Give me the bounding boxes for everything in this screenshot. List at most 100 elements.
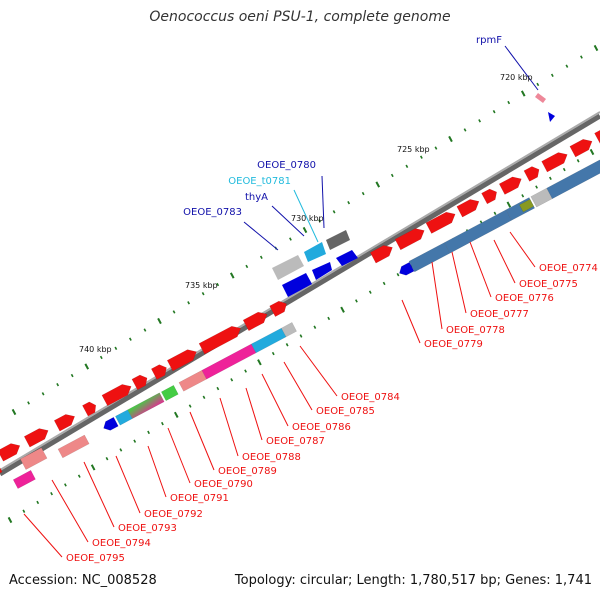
- red-gene: [166, 349, 197, 372]
- red-gene: [0, 443, 21, 462]
- tick-dot: [299, 334, 303, 338]
- island-gene: [326, 230, 350, 250]
- tick-dot: [157, 317, 162, 325]
- tick-dot: [565, 64, 569, 68]
- tick-dot: [99, 355, 103, 360]
- tick-dot: [347, 200, 351, 205]
- gene-label: thyA: [245, 192, 268, 203]
- red-gene: [541, 152, 568, 173]
- tick-dot: [396, 272, 400, 277]
- leader-line: [243, 221, 279, 251]
- red-gene: [242, 311, 268, 332]
- gene-features: [0, 93, 600, 489]
- reverse-gene: [408, 242, 451, 273]
- scale-label: 730 kbp: [291, 214, 324, 223]
- red-gene: [498, 176, 522, 195]
- gene-label: OEOE_0778: [446, 325, 505, 336]
- reverse-gene: [12, 469, 36, 489]
- gene-label: OEOE_0788: [242, 452, 301, 463]
- gene-label: OEOE_0779: [424, 339, 483, 350]
- gene-label: OEOE_0790: [194, 479, 253, 490]
- tick-dot: [161, 421, 164, 426]
- tick-dot: [114, 346, 118, 350]
- tick-dot: [507, 100, 511, 105]
- accession-text: Accession: NC_008528: [9, 573, 157, 588]
- leader-line: [283, 361, 313, 411]
- island-gene: [336, 250, 358, 266]
- tick-dot: [41, 392, 45, 396]
- tick-dot: [202, 395, 206, 400]
- reverse-gene: [127, 392, 165, 419]
- tick-dot: [27, 401, 30, 405]
- reverse-gene: [57, 434, 90, 459]
- leader-line: [189, 411, 215, 471]
- tick-dot: [289, 237, 292, 241]
- tick-dot: [257, 359, 262, 366]
- island-gene: [535, 93, 546, 103]
- red-gene: [82, 401, 97, 417]
- tick-dot: [22, 509, 26, 513]
- tick-dot: [549, 176, 552, 180]
- leader-line: [431, 261, 443, 330]
- tick-dot: [313, 325, 317, 329]
- gene-label: OEOE_0795: [66, 553, 125, 564]
- red-gene: [425, 211, 456, 234]
- gene-label: OEOE_0786: [292, 422, 351, 433]
- tick-dot: [332, 210, 336, 214]
- leader-line: [245, 387, 263, 441]
- tick-dot: [105, 456, 109, 461]
- gene-label: OEOE_0785: [316, 406, 375, 417]
- tick-dot: [434, 146, 438, 150]
- tick-dot: [147, 430, 150, 435]
- gene-label: OEOE_0774: [539, 263, 598, 274]
- leader-line: [509, 231, 536, 268]
- tick-dot: [580, 55, 583, 59]
- tick-dot: [536, 82, 540, 87]
- tick-dot: [405, 164, 409, 169]
- axis-line: [0, 113, 600, 477]
- leader-line: [83, 461, 115, 528]
- label-leaders: [23, 45, 539, 558]
- red-gene: [394, 228, 425, 251]
- gene-label: OEOE_0793: [118, 523, 177, 534]
- scale-label: 720 kbp: [500, 73, 533, 82]
- gene-label: OEOE_0775: [519, 279, 578, 290]
- tick-dot: [64, 483, 67, 487]
- red-gene: [198, 325, 242, 355]
- gene-label: OEOE_0784: [341, 392, 400, 403]
- red-gene: [594, 130, 600, 144]
- leader-line: [469, 241, 492, 298]
- tick-dot: [90, 464, 96, 471]
- tick-dot: [593, 44, 599, 52]
- tick-dot: [478, 119, 482, 123]
- reverse-gene: [281, 322, 297, 338]
- leader-line: [261, 373, 289, 427]
- tick-dot: [492, 109, 496, 114]
- salmon-gene: [19, 447, 48, 470]
- tick-dot: [589, 148, 595, 156]
- red-gene: [0, 467, 3, 474]
- gene-label: OEOE_t0781: [228, 176, 291, 187]
- red-gene: [369, 245, 393, 264]
- island-gene: [312, 262, 332, 280]
- red-gene: [23, 428, 49, 448]
- tick-dot: [340, 306, 345, 313]
- tick-dot: [188, 404, 192, 408]
- leader-line: [401, 299, 421, 344]
- tick-dot: [318, 219, 321, 223]
- leader-line: [147, 445, 167, 498]
- red-gene: [53, 414, 76, 432]
- tick-dot: [368, 290, 372, 294]
- tick-dot: [245, 264, 249, 269]
- tick-dot: [229, 272, 235, 279]
- gene-label: OEOE_0789: [218, 466, 277, 477]
- tick-dot: [520, 90, 526, 97]
- tick-dot: [119, 448, 123, 452]
- tick-dot: [133, 439, 137, 443]
- tick-dot: [173, 411, 179, 418]
- tick-dot: [562, 167, 566, 172]
- leader-line: [451, 251, 467, 314]
- axis-highlight: [0, 111, 600, 471]
- gene-label: OEOE_0780: [257, 160, 316, 171]
